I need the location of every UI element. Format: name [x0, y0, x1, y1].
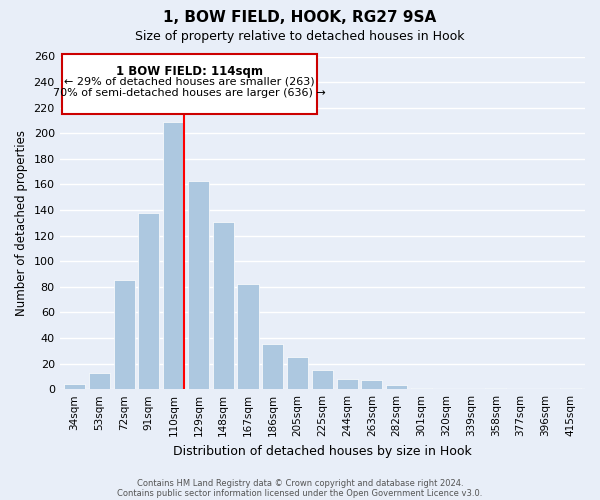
Bar — [386, 386, 407, 389]
FancyBboxPatch shape — [62, 54, 317, 114]
X-axis label: Distribution of detached houses by size in Hook: Distribution of detached houses by size … — [173, 444, 472, 458]
Text: 1 BOW FIELD: 114sqm: 1 BOW FIELD: 114sqm — [116, 66, 263, 78]
Text: Size of property relative to detached houses in Hook: Size of property relative to detached ho… — [135, 30, 465, 43]
Y-axis label: Number of detached properties: Number of detached properties — [15, 130, 28, 316]
Bar — [64, 384, 85, 389]
Bar — [312, 370, 333, 389]
Text: Contains public sector information licensed under the Open Government Licence v3: Contains public sector information licen… — [118, 488, 482, 498]
Bar — [238, 284, 259, 389]
Text: 70% of semi-detached houses are larger (636) →: 70% of semi-detached houses are larger (… — [53, 88, 326, 99]
Bar — [337, 379, 358, 389]
Bar — [560, 388, 581, 389]
Bar — [287, 357, 308, 389]
Text: Contains HM Land Registry data © Crown copyright and database right 2024.: Contains HM Land Registry data © Crown c… — [137, 478, 463, 488]
Bar — [411, 388, 432, 389]
Bar — [262, 344, 283, 389]
Bar — [89, 372, 110, 389]
Bar — [212, 222, 234, 389]
Bar — [113, 280, 134, 389]
Bar — [188, 180, 209, 389]
Text: ← 29% of detached houses are smaller (263): ← 29% of detached houses are smaller (26… — [64, 77, 315, 87]
Bar — [485, 388, 506, 389]
Bar — [139, 212, 160, 389]
Text: 1, BOW FIELD, HOOK, RG27 9SA: 1, BOW FIELD, HOOK, RG27 9SA — [163, 10, 437, 25]
Bar — [361, 380, 382, 389]
Bar — [163, 122, 184, 389]
